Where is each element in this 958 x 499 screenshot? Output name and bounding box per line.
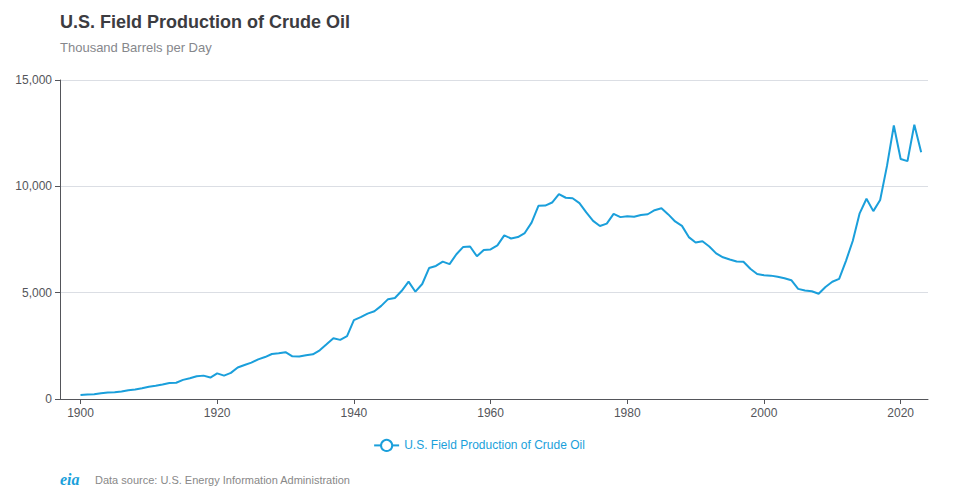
svg-text:1940: 1940 <box>341 406 368 420</box>
svg-text:1900: 1900 <box>67 406 94 420</box>
svg-text:2000: 2000 <box>751 406 778 420</box>
svg-text:U.S. Field Production of Crude: U.S. Field Production of Crude Oil <box>60 12 350 32</box>
svg-text:10,000: 10,000 <box>15 179 52 193</box>
svg-text:0: 0 <box>45 392 52 406</box>
svg-text:1920: 1920 <box>204 406 231 420</box>
svg-text:2020: 2020 <box>887 406 914 420</box>
svg-text:eia: eia <box>60 471 80 488</box>
svg-text:1960: 1960 <box>477 406 504 420</box>
svg-text:Thousand Barrels per Day: Thousand Barrels per Day <box>60 40 212 55</box>
svg-text:U.S. Field Production of Crude: U.S. Field Production of Crude Oil <box>404 438 585 452</box>
svg-text:15,000: 15,000 <box>15 73 52 87</box>
svg-text:1980: 1980 <box>614 406 641 420</box>
svg-text:5,000: 5,000 <box>22 286 52 300</box>
svg-text:Data source: U.S. Energy Infor: Data source: U.S. Energy Information Adm… <box>95 474 350 486</box>
